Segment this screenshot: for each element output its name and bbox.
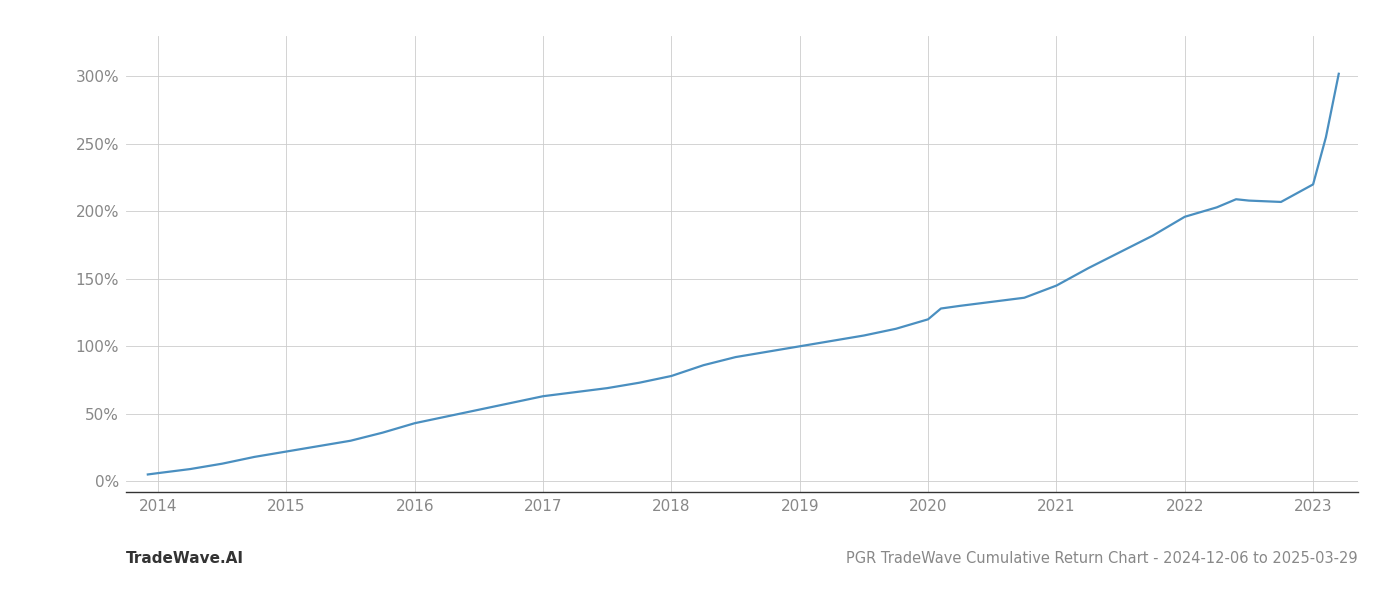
Text: PGR TradeWave Cumulative Return Chart - 2024-12-06 to 2025-03-29: PGR TradeWave Cumulative Return Chart - … <box>847 551 1358 566</box>
Text: TradeWave.AI: TradeWave.AI <box>126 551 244 566</box>
